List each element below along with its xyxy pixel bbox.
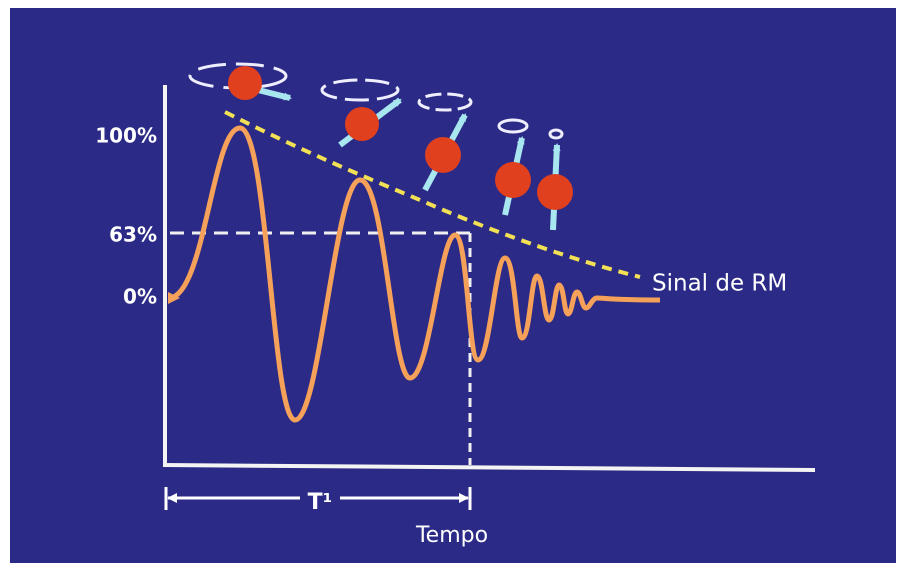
proton — [320, 78, 402, 148]
proton — [495, 118, 531, 216]
proton — [537, 128, 573, 231]
envelope — [224, 110, 641, 279]
signal-label: Sinal de RM — [652, 271, 787, 297]
percent-label: 0% — [123, 285, 157, 309]
x-axis — [162, 463, 816, 472]
start-arrow — [168, 292, 180, 304]
time-constant-label: T¹ — [308, 490, 333, 515]
signal-wave — [167, 125, 661, 423]
proton — [188, 62, 292, 101]
proton — [417, 92, 473, 192]
time-axis-label: Tempo — [415, 523, 488, 548]
percent-label: 100% — [95, 124, 157, 148]
percent-label: 63% — [109, 223, 157, 247]
